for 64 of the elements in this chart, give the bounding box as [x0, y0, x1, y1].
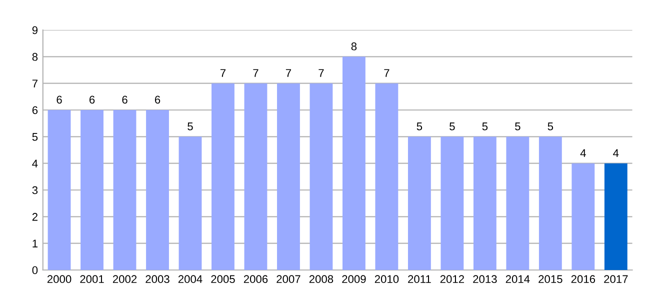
- x-tick-label: 2006: [244, 275, 268, 284]
- y-tick-label: 8: [32, 52, 38, 61]
- x-tick-label: 2013: [473, 275, 497, 284]
- bar: [572, 163, 595, 270]
- x-tick-label: 2012: [440, 275, 464, 284]
- bar: [604, 163, 628, 270]
- data-label: 4: [613, 149, 619, 157]
- x-tick-label: 2010: [374, 275, 399, 284]
- bar: [212, 83, 234, 270]
- data-label: 6: [154, 96, 160, 104]
- bar: [178, 136, 202, 270]
- data-label: 5: [515, 122, 520, 130]
- y-tick-label: 0: [32, 266, 38, 274]
- x-tick-label: 2003: [146, 275, 170, 284]
- x-tick-label: 2016: [571, 275, 596, 284]
- bar: [80, 110, 104, 270]
- bar: [375, 83, 398, 270]
- y-tick-label: 1: [32, 240, 38, 248]
- data-label: 5: [416, 122, 422, 130]
- data-label: 7: [253, 69, 258, 77]
- x-tick-label: 2005: [211, 275, 235, 284]
- x-tick-label: 2008: [309, 275, 334, 284]
- x-tick-label: 2000: [47, 275, 72, 284]
- data-label: 5: [482, 122, 488, 130]
- bar: [244, 83, 268, 270]
- x-tick-label: 2009: [342, 275, 366, 284]
- x-tick-label: 2011: [408, 275, 431, 284]
- bar: [408, 136, 431, 270]
- y-tick-label: 7: [32, 80, 38, 88]
- bar: [538, 136, 562, 270]
- data-label: 6: [89, 96, 95, 104]
- y-tick-label: 4: [32, 160, 38, 168]
- data-label: 7: [220, 69, 226, 77]
- x-tick-label: 2002: [112, 275, 137, 284]
- bar: [146, 110, 169, 270]
- data-label: 7: [286, 69, 292, 77]
- x-tick-label: 2014: [506, 275, 530, 284]
- y-tick-label: 6: [32, 106, 38, 114]
- x-tick-label: 2017: [604, 275, 628, 284]
- bar: [473, 136, 496, 270]
- bar: [310, 83, 333, 270]
- y-tick-label: 5: [32, 133, 38, 141]
- data-label: 5: [548, 122, 554, 130]
- data-label: 4: [580, 149, 586, 157]
- x-tick-label: 2001: [80, 275, 104, 284]
- bar: [440, 136, 464, 270]
- data-label: 8: [351, 42, 357, 50]
- data-label: 7: [384, 69, 390, 77]
- data-label: 6: [56, 96, 62, 104]
- data-label: 5: [450, 122, 455, 130]
- x-tick-label: 2007: [276, 275, 300, 284]
- data-label: 7: [318, 69, 324, 77]
- bar: [48, 110, 71, 270]
- x-tick-label: 2015: [538, 275, 562, 284]
- y-tick-label: 9: [32, 26, 38, 34]
- bar: [342, 56, 366, 270]
- x-tick-label: 2004: [178, 275, 202, 284]
- bar: [506, 136, 530, 270]
- data-label: 6: [122, 96, 128, 104]
- bar: [277, 83, 300, 270]
- bar: [113, 110, 136, 270]
- data-label: 5: [188, 122, 193, 130]
- y-tick-label: 3: [32, 186, 38, 194]
- y-tick-label: 2: [32, 212, 38, 221]
